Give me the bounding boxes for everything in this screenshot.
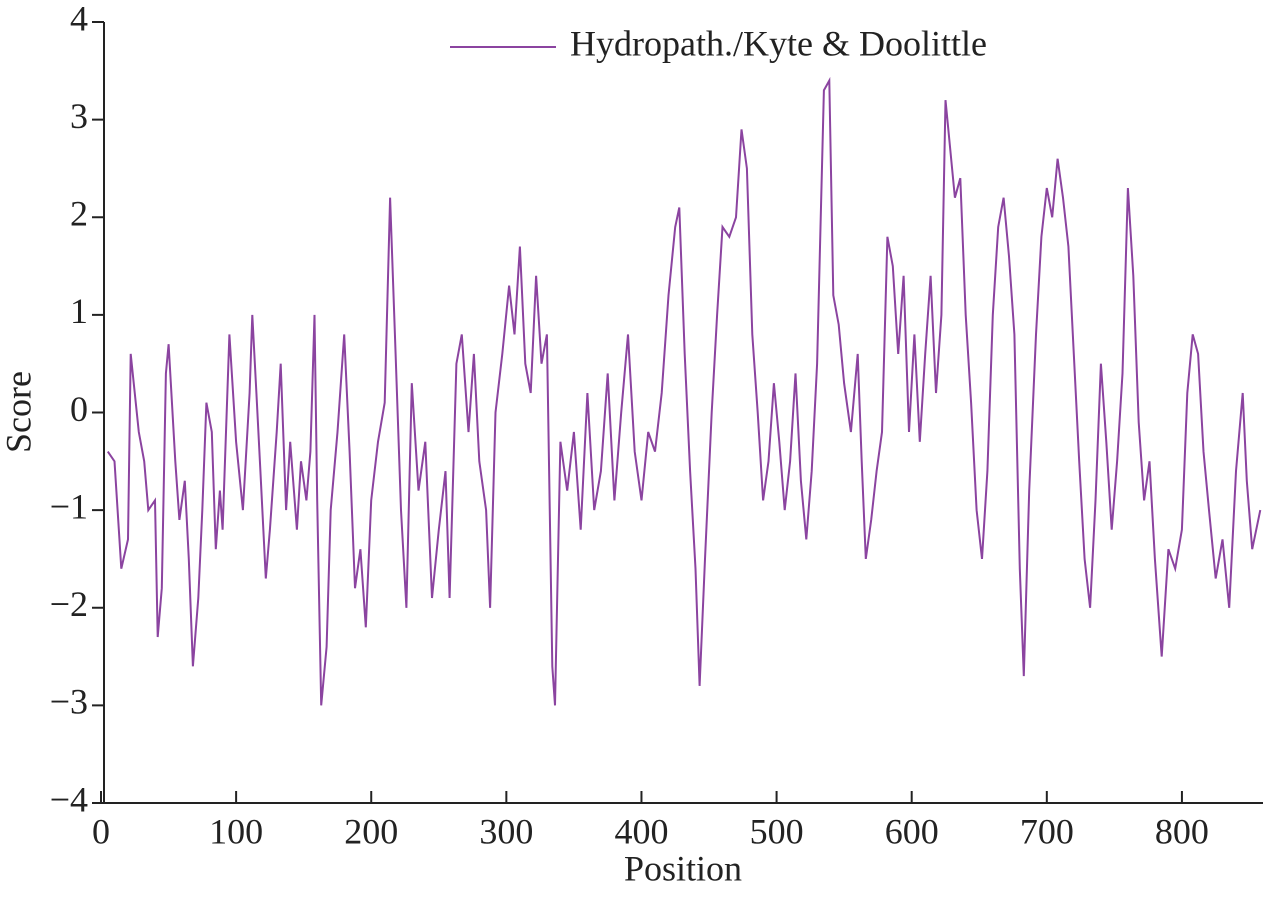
y-tick-label: 2 [70,194,88,234]
legend-label: Hydropath./Kyte & Doolittle [570,23,987,63]
y-tick-label: 0 [70,389,88,429]
y-tick-label: −3 [50,682,88,722]
y-tick-label: −4 [50,779,88,819]
y-axis-label: Score [0,371,38,453]
x-axis-label: Position [624,848,742,888]
x-tick-label: 600 [885,811,939,851]
x-tick-label: 100 [209,811,263,851]
x-tick-label: 700 [1020,811,1074,851]
x-tick-label: 800 [1155,811,1209,851]
x-tick-label: 200 [344,811,398,851]
x-tick-label: 300 [479,811,533,851]
data-line [106,76,1262,706]
y-tick-label: 4 [70,0,88,38]
x-tick-label: 0 [92,811,110,851]
y-tick-label: −1 [50,486,88,526]
x-tick-label: 400 [614,811,668,851]
y-tick-label: 1 [70,291,88,331]
y-tick-label: 3 [70,96,88,136]
y-tick-label: −2 [50,584,88,624]
x-tick-label: 500 [750,811,804,851]
